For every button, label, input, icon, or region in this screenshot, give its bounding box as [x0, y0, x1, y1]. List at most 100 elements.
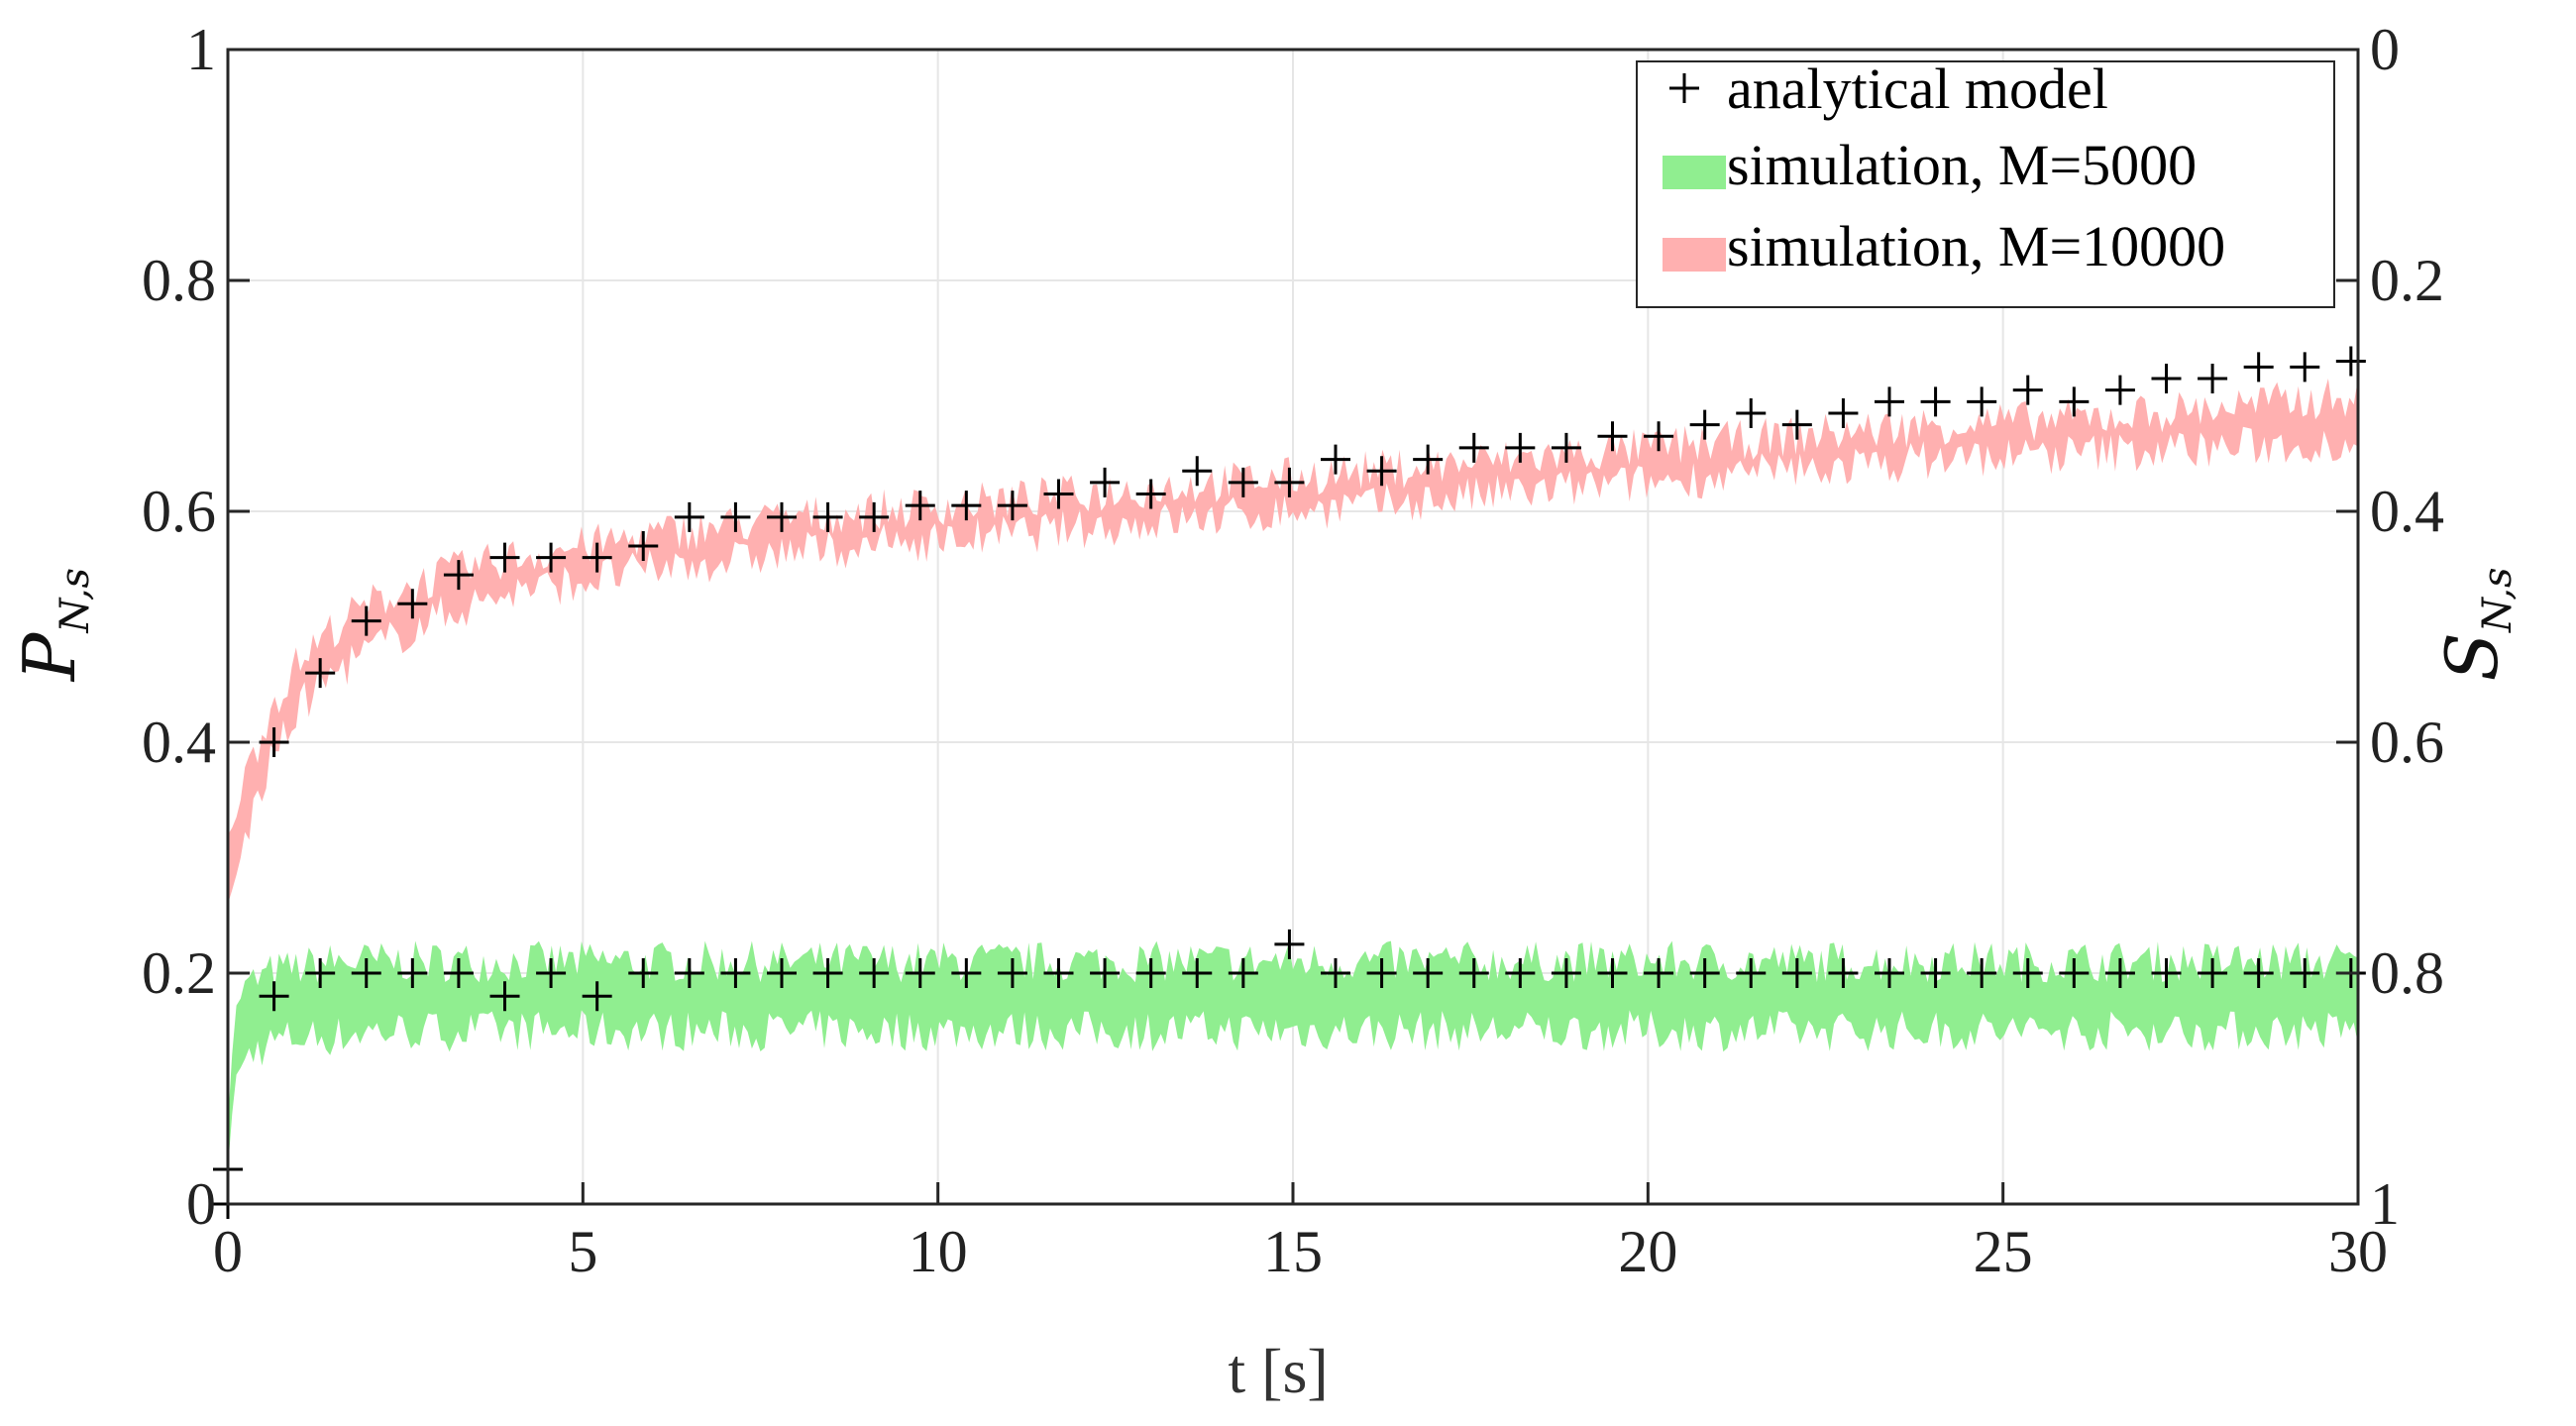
analytical-marker	[1043, 958, 1074, 988]
analytical-marker	[582, 981, 612, 1012]
analytical-marker	[1644, 958, 1674, 988]
analytical-marker	[2012, 375, 2043, 405]
analytical-marker	[628, 530, 659, 561]
analytical-marker	[674, 501, 704, 532]
analytical-marker	[1967, 958, 1997, 988]
analytical-marker	[1274, 467, 1305, 497]
y-right-tick-label: 0	[2370, 17, 2400, 82]
analytical-marker	[951, 958, 982, 988]
y-right-label-main: S	[2430, 632, 2514, 681]
analytical-marker	[1321, 958, 1350, 988]
analytical-marker	[2290, 958, 2320, 988]
analytical-marker	[720, 501, 751, 532]
analytical-marker	[812, 958, 843, 988]
analytical-marker	[536, 958, 567, 988]
analytical-marker	[536, 542, 567, 573]
y-right-tick-label: 1	[2370, 1171, 2400, 1237]
analytical-marker	[1228, 958, 1258, 988]
analytical-marker	[1182, 958, 1213, 988]
analytical-marker	[1597, 958, 1628, 988]
analytical-marker	[351, 605, 381, 636]
analytical-marker	[259, 981, 289, 1012]
analytical-marker	[767, 501, 797, 532]
x-tick-label: 20	[1618, 1219, 1677, 1284]
analytical-marker	[1321, 444, 1350, 475]
analytical-marker	[1689, 958, 1720, 988]
analytical-marker	[2151, 364, 2182, 394]
x-tick-label: 10	[909, 1219, 968, 1284]
x-axis-label: t [s]	[1228, 1336, 1328, 1406]
analytical-marker	[1090, 958, 1121, 988]
analytical-marker	[1458, 432, 1489, 463]
analytical-marker	[951, 491, 982, 521]
analytical-marker	[2104, 375, 2135, 405]
y-left-tick-label: 0	[186, 1171, 216, 1237]
analytical-marker	[1413, 958, 1444, 988]
analytical-marker	[1644, 421, 1674, 452]
analytical-marker	[1967, 386, 1997, 417]
analytical-marker	[259, 727, 289, 757]
y-left-label-sub: N,s	[53, 568, 98, 634]
y-left-tick-label: 0.2	[142, 940, 216, 1006]
analytical-marker	[812, 501, 843, 532]
analytical-marker	[905, 491, 935, 521]
legend-box	[1636, 60, 2335, 308]
analytical-marker	[905, 958, 935, 988]
analytical-marker	[1689, 409, 1720, 440]
analytical-marker	[628, 958, 659, 988]
analytical-marker	[2290, 352, 2320, 383]
analytical-marker	[1043, 479, 1074, 509]
analytical-marker	[1505, 958, 1536, 988]
legend: analytical model simulation, M=5000 simu…	[1636, 56, 2335, 308]
y-right-tick-label: 0.8	[2370, 940, 2444, 1006]
analytical-marker	[1135, 479, 1166, 509]
analytical-marker	[305, 958, 336, 988]
analytical-marker	[1875, 958, 1904, 988]
x-tick-label: 15	[1263, 1219, 1323, 1284]
bands	[228, 378, 2358, 1169]
analytical-marker	[859, 958, 890, 988]
analytical-marker	[397, 958, 428, 988]
analytical-marker	[1551, 958, 1581, 988]
legend-label-m5000: simulation, M=5000	[1727, 133, 2197, 197]
y-left-tick-label: 0.4	[142, 710, 216, 775]
analytical-marker	[582, 542, 612, 573]
ticks: 0 5 10 15 20 25 30 0 0.2 0.4 0.6 0.8 1 1 0.8 0.6 0.4 0.2 0	[142, 17, 2444, 1284]
band-simulation-m-10000	[228, 378, 2358, 905]
analytical-marker	[1736, 958, 1767, 988]
analytical-marker	[1090, 467, 1121, 497]
analytical-marker	[1413, 444, 1444, 475]
analytical-marker	[489, 981, 520, 1012]
analytical-marker	[1828, 958, 1859, 988]
y-left-tick-label: 0.6	[142, 479, 216, 544]
markers	[213, 346, 2366, 1219]
band-simulation-m-5000	[228, 940, 2358, 1169]
svg-text:PN,s: PN,s	[8, 568, 98, 683]
analytical-marker	[1828, 397, 1859, 428]
analytical-marker	[1736, 397, 1767, 428]
analytical-marker	[1781, 409, 1812, 440]
analytical-marker	[1366, 456, 1397, 487]
analytical-marker	[2198, 958, 2228, 988]
analytical-marker	[674, 958, 704, 988]
analytical-marker	[720, 958, 751, 988]
analytical-marker	[351, 958, 381, 988]
analytical-marker	[2059, 386, 2090, 417]
analytical-marker	[1274, 929, 1305, 959]
analytical-marker	[2335, 346, 2366, 377]
analytical-marker	[1597, 421, 1628, 452]
y-right-label-sub: N,s	[2475, 567, 2521, 633]
legend-label-m10000: simulation, M=10000	[1727, 214, 2225, 278]
analytical-marker	[1505, 432, 1536, 463]
analytical-marker	[2012, 958, 2043, 988]
analytical-marker	[443, 560, 474, 591]
analytical-marker	[859, 501, 890, 532]
analytical-marker	[997, 491, 1027, 521]
analytical-marker	[1920, 958, 1951, 988]
x-tick-label: 0	[213, 1219, 243, 1284]
legend-swatch-m5000	[1663, 156, 1726, 189]
analytical-marker	[767, 958, 797, 988]
legend-swatch-m10000	[1663, 238, 1726, 272]
y-left-tick-label: 0.8	[142, 248, 216, 313]
